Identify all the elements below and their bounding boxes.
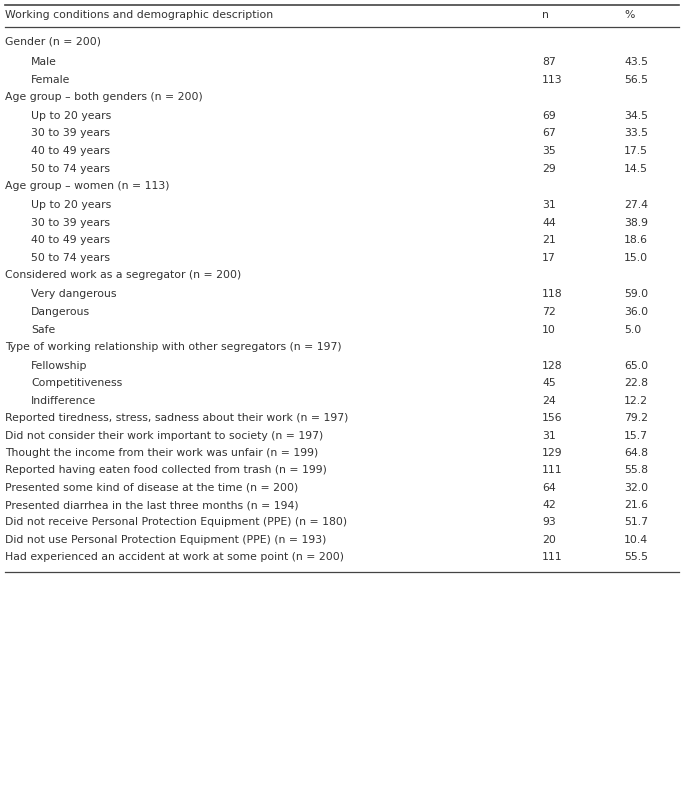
Text: 65.0: 65.0 [624,361,648,371]
Text: 17.5: 17.5 [624,146,648,156]
Text: Dangerous: Dangerous [31,307,91,317]
Text: 29: 29 [542,164,556,174]
Text: Reported tiredness, stress, sadness about their work (n = 197): Reported tiredness, stress, sadness abou… [5,413,349,423]
Text: 20: 20 [542,535,556,545]
Text: Thought the income from their work was unfair (n = 199): Thought the income from their work was u… [5,448,318,458]
Text: 31: 31 [542,431,556,441]
Text: 17: 17 [542,253,556,263]
Text: 69: 69 [542,111,556,121]
Text: 12.2: 12.2 [624,396,648,406]
Text: Gender (n = 200): Gender (n = 200) [5,37,102,47]
Text: Competitiveness: Competitiveness [31,378,123,388]
Text: 55.8: 55.8 [624,465,648,475]
Text: 21: 21 [542,235,556,245]
Text: 42: 42 [542,500,556,510]
Text: Presented diarrhea in the last three months (n = 194): Presented diarrhea in the last three mon… [5,500,299,510]
Text: Considered work as a segregator (n = 200): Considered work as a segregator (n = 200… [5,270,241,280]
Text: 18.6: 18.6 [624,235,648,245]
Text: 15.7: 15.7 [624,431,648,441]
Text: Type of working relationship with other segregators (n = 197): Type of working relationship with other … [5,342,342,352]
Text: Female: Female [31,75,71,85]
Text: 10.4: 10.4 [624,535,648,545]
Text: Age group – both genders (n = 200): Age group – both genders (n = 200) [5,92,203,102]
Text: 67: 67 [542,128,556,138]
Text: Male: Male [31,57,57,67]
Text: 35: 35 [542,146,556,156]
Text: Working conditions and demographic description: Working conditions and demographic descr… [5,10,273,20]
Text: 40 to 49 years: 40 to 49 years [31,146,110,156]
Text: Up to 20 years: Up to 20 years [31,111,112,121]
Text: Fellowship: Fellowship [31,361,88,371]
Text: 50 to 74 years: 50 to 74 years [31,253,110,263]
Text: 56.5: 56.5 [624,75,648,85]
Text: 118: 118 [542,289,563,299]
Text: 32.0: 32.0 [624,483,648,493]
Text: Did not consider their work important to society (n = 197): Did not consider their work important to… [5,431,324,441]
Text: Presented some kind of disease at the time (n = 200): Presented some kind of disease at the ti… [5,483,299,493]
Text: 72: 72 [542,307,556,317]
Text: 30 to 39 years: 30 to 39 years [31,128,110,138]
Text: Had experienced an accident at work at some point (n = 200): Had experienced an accident at work at s… [5,552,344,562]
Text: 24: 24 [542,396,556,406]
Text: 55.5: 55.5 [624,552,648,562]
Text: 44: 44 [542,218,556,228]
Text: 45: 45 [542,378,556,388]
Text: n: n [542,10,549,20]
Text: 21.6: 21.6 [624,500,648,510]
Text: 113: 113 [542,75,563,85]
Text: 93: 93 [542,517,556,527]
Text: 64: 64 [542,483,556,493]
Text: 10: 10 [542,325,556,335]
Text: 22.8: 22.8 [624,378,648,388]
Text: 27.4: 27.4 [624,200,648,210]
Text: 64.8: 64.8 [624,448,648,458]
Text: 50 to 74 years: 50 to 74 years [31,164,110,174]
Text: 38.9: 38.9 [624,218,648,228]
Text: 156: 156 [542,413,563,423]
Text: 15.0: 15.0 [624,253,648,263]
Text: 79.2: 79.2 [624,413,648,423]
Text: 31: 31 [542,200,556,210]
Text: Very dangerous: Very dangerous [31,289,117,299]
Text: Reported having eaten food collected from trash (n = 199): Reported having eaten food collected fro… [5,465,327,475]
Text: 36.0: 36.0 [624,307,648,317]
Text: Safe: Safe [31,325,56,335]
Text: Did not use Personal Protection Equipment (PPE) (n = 193): Did not use Personal Protection Equipmen… [5,535,327,545]
Text: 111: 111 [542,552,563,562]
Text: Up to 20 years: Up to 20 years [31,200,112,210]
Text: 51.7: 51.7 [624,517,648,527]
Text: 30 to 39 years: 30 to 39 years [31,218,110,228]
Text: 43.5: 43.5 [624,57,648,67]
Text: 40 to 49 years: 40 to 49 years [31,235,110,245]
Text: %: % [624,10,634,20]
Text: 128: 128 [542,361,563,371]
Text: 33.5: 33.5 [624,128,648,138]
Text: 14.5: 14.5 [624,164,648,174]
Text: 59.0: 59.0 [624,289,648,299]
Text: 5.0: 5.0 [624,325,641,335]
Text: Age group – women (n = 113): Age group – women (n = 113) [5,181,170,191]
Text: 87: 87 [542,57,556,67]
Text: 129: 129 [542,448,563,458]
Text: 111: 111 [542,465,563,475]
Text: Did not receive Personal Protection Equipment (PPE) (n = 180): Did not receive Personal Protection Equi… [5,517,348,527]
Text: 34.5: 34.5 [624,111,648,121]
Text: Indifference: Indifference [31,396,97,406]
